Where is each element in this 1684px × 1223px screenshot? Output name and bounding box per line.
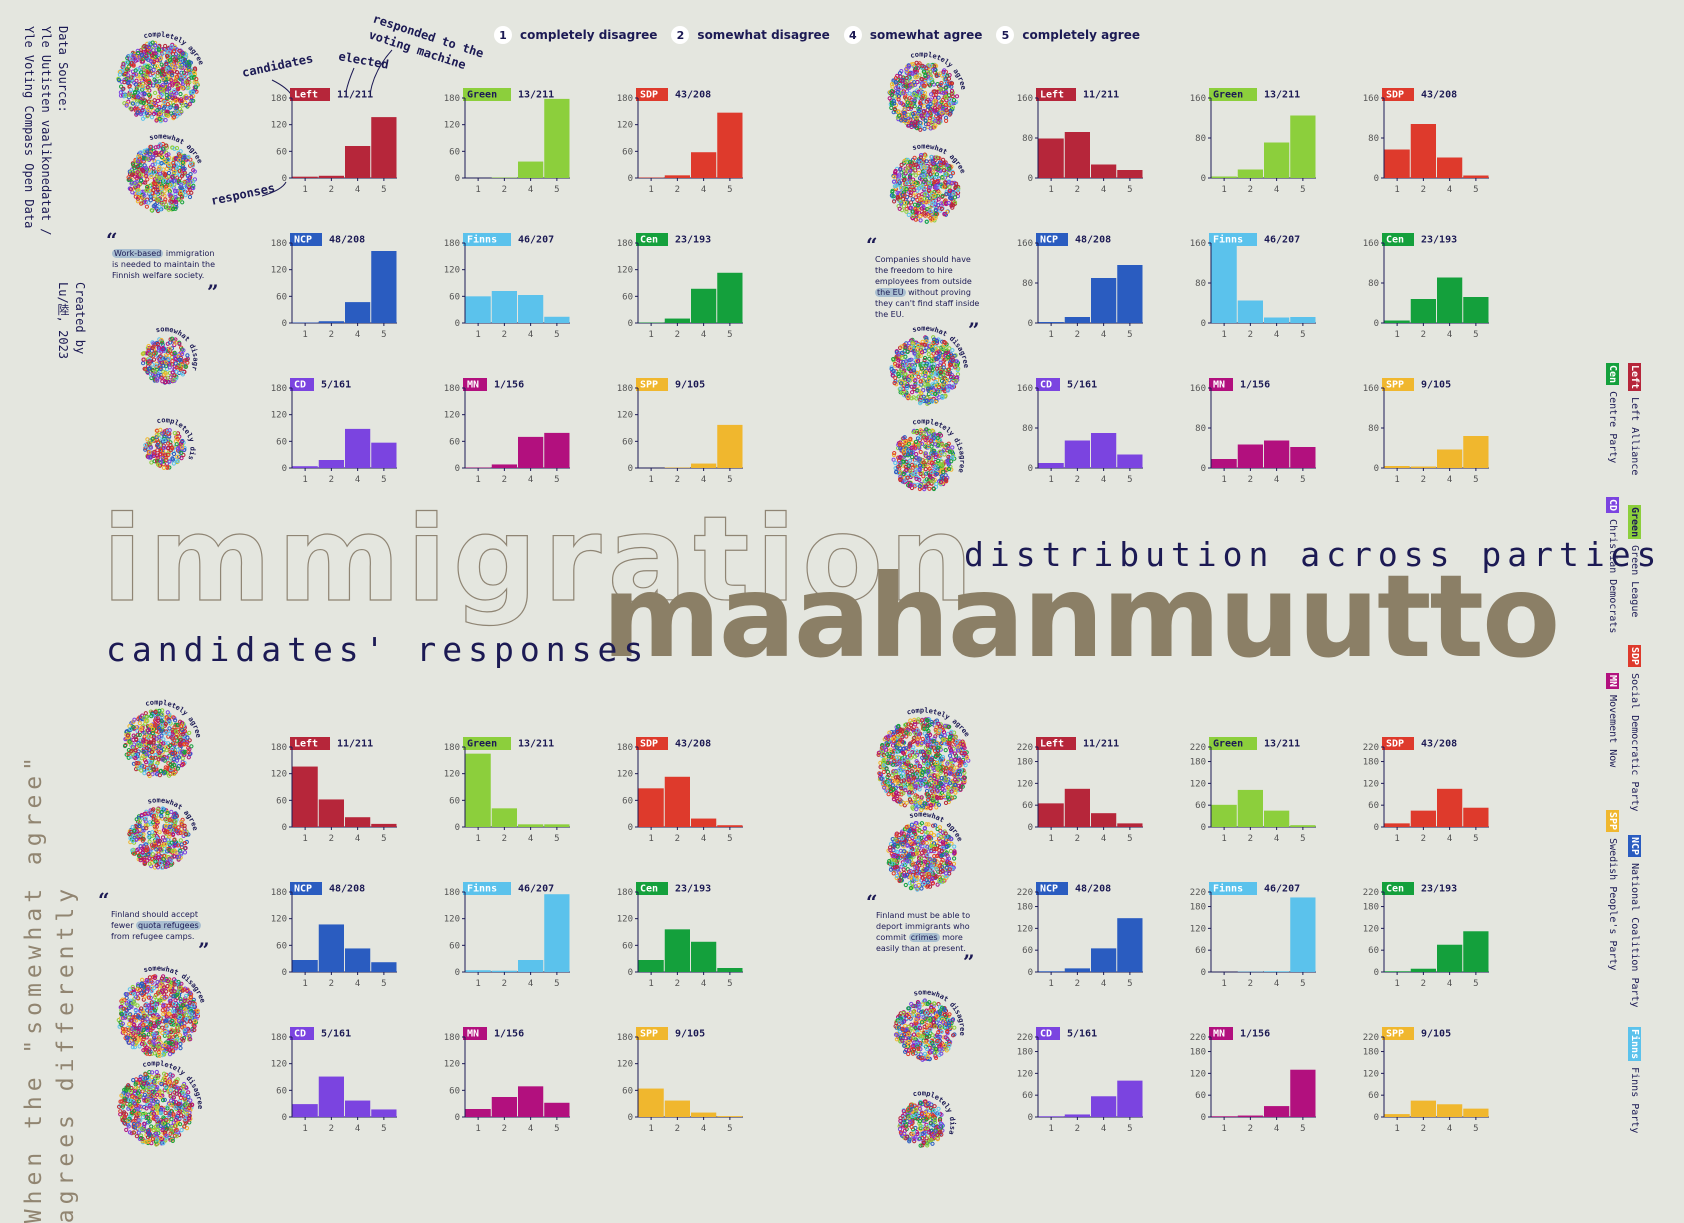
response-legend-item: 5 completely agree [996, 26, 1140, 44]
credits: Created by Lu/陸, 2023 [54, 282, 88, 359]
legend-number: 4 [843, 26, 862, 44]
legend-label: somewhat disagree [697, 28, 830, 42]
response-legend-item: 1 completely disagree [494, 26, 657, 44]
question-text: Finland should accept fewer quota refuge… [111, 910, 201, 941]
data-source: Data Source: Yle Uutisten vaalikonedatat… [20, 26, 71, 236]
data-source-line: Yle Uutisten vaalikonedatat / [39, 26, 53, 236]
response-dot [191, 98, 196, 103]
credits-line: Created by [73, 282, 87, 355]
response-dot [152, 64, 158, 69]
close-quote-mark: ” [207, 280, 219, 304]
open-quote-mark: “ [106, 228, 118, 252]
legend-number: 2 [671, 26, 690, 44]
response-dot [124, 101, 129, 107]
question-highlight: quota refugees [136, 921, 201, 930]
title-finnish: maahanmuutto [602, 550, 1560, 683]
question-highlight: crimes [908, 933, 940, 942]
response-dot [163, 43, 168, 49]
legend-number: 1 [494, 26, 512, 44]
response-dot [192, 80, 197, 85]
title-english: immigration [101, 490, 980, 628]
legend-label: completely disagree [520, 28, 658, 42]
question-text: Finland must be able to deport immigrant… [876, 911, 971, 953]
response-legend-item: 4 somewhat agree [843, 26, 983, 44]
subtitle-responses: candidates' responses [106, 630, 650, 669]
data-source-line: Yle Voting Compass Open Data [22, 26, 36, 229]
subtitle-distribution: distribution across parties [964, 535, 1663, 574]
response-legend: 1 completely disagree 2 somewhat disagree … [494, 26, 1154, 44]
chart-annotations: candidates elected responded to the voti… [210, 12, 486, 208]
open-quote-mark: “ [866, 890, 878, 914]
close-quote-mark: ” [963, 950, 975, 974]
question-text: Companies should have the freedom to hir… [875, 255, 980, 319]
open-quote-mark: “ [98, 888, 110, 912]
legend-label: completely agree [1022, 28, 1140, 42]
credits-line: Lu/陸, 2023 [56, 282, 70, 360]
legend-number: 5 [996, 26, 1015, 44]
question-text: Work-based immigration is needed to main… [112, 249, 216, 280]
response-legend-item: 2 somewhat disagree [671, 26, 830, 44]
open-quote-mark: “ [866, 233, 878, 257]
response-dot [170, 83, 175, 88]
close-quote-mark: ” [198, 938, 210, 962]
question-highlight: the EU [875, 288, 906, 297]
close-quote-mark: ” [968, 318, 980, 342]
response-dot [187, 95, 192, 101]
response-dot [178, 91, 183, 97]
data-source-line: Data Source: [56, 26, 70, 113]
legend-label: somewhat agree [869, 28, 983, 42]
question-highlight: Work-based [112, 249, 164, 258]
